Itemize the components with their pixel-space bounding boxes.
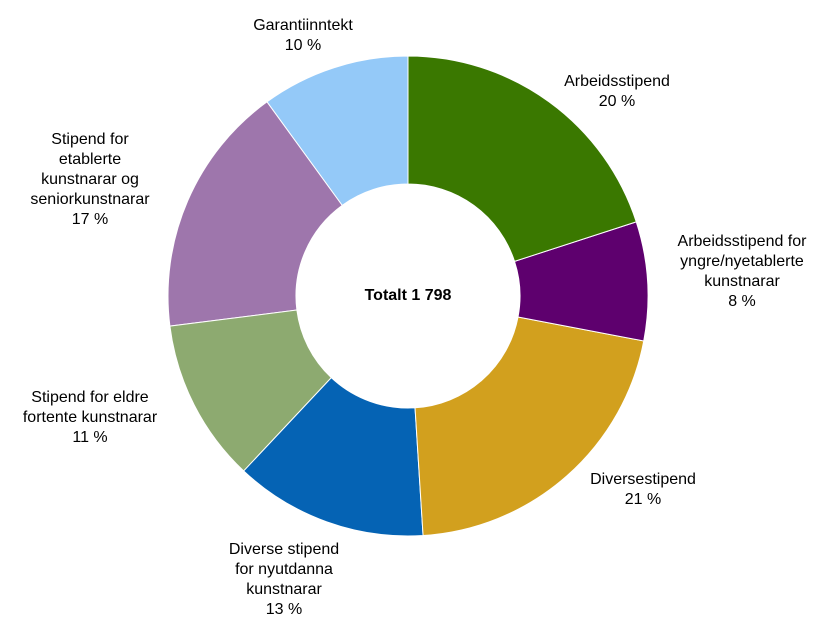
category-label: Stipend for etablerte kunstnarar og seni… xyxy=(30,131,150,208)
category-label: Diversestipend xyxy=(590,471,696,488)
slice-label: Arbeidsstipend 20 % xyxy=(542,72,692,112)
category-label: Arbeidsstipend for yngre/nyetablerte kun… xyxy=(677,233,807,290)
slice-label: Diversestipend 21 % xyxy=(568,470,718,510)
donut-slice xyxy=(243,376,424,537)
category-label: Garantiinntekt xyxy=(253,17,353,34)
slice-label: Arbeidsstipend for yngre/nyetablerte kun… xyxy=(662,232,822,312)
value-label: 13 % xyxy=(265,601,303,618)
slice-label: Garantiinntekt 10 % xyxy=(233,16,373,56)
value-label: 10 % xyxy=(284,37,322,54)
slice-label: Stipend for eldre fortente kunstnarar 11 … xyxy=(20,388,160,448)
center-text: Totalt 1 798 xyxy=(365,287,452,304)
donut-slice xyxy=(167,101,343,327)
category-label: Diverse stipend for nyutdanna kunstnarar xyxy=(228,541,340,598)
slice-label: Diverse stipend for nyutdanna kunstnarar… xyxy=(219,540,349,620)
category-label: Stipend for eldre fortente kunstnarar xyxy=(22,389,158,426)
donut-slice xyxy=(513,221,649,342)
value-label: 8 % xyxy=(728,293,756,310)
donut-slice xyxy=(169,309,333,472)
value-label: 11 % xyxy=(72,429,108,446)
slice-label: Stipend for etablerte kunstnarar og seni… xyxy=(24,130,156,230)
value-label: 21 % xyxy=(624,491,662,508)
donut-slice xyxy=(407,55,637,263)
category-label: Arbeidsstipend xyxy=(564,73,670,90)
value-label: 17 % xyxy=(71,211,109,228)
donut-slice xyxy=(414,316,645,537)
value-label: 20 % xyxy=(598,93,636,110)
